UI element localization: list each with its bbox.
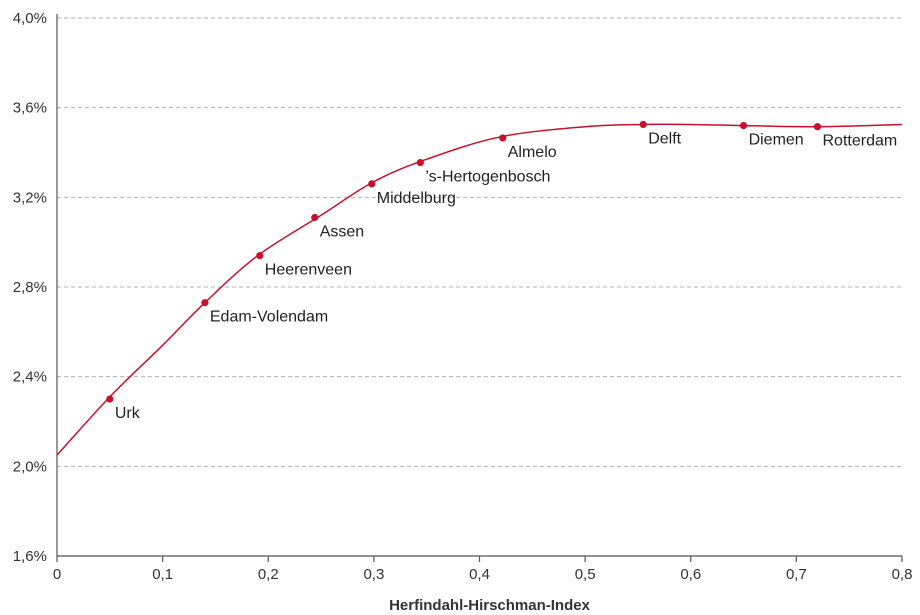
gridlines	[57, 17, 902, 467]
x-tick-labels: 0 0,1 0,2 0,3 0,4 0,5 0,6 0,7 0,8	[53, 566, 913, 583]
axes	[56, 14, 903, 562]
data-point	[639, 120, 647, 129]
data-point-label: Edam-Volendam	[210, 309, 328, 326]
data-points	[106, 120, 822, 403]
x-tick-label: 0,7	[786, 566, 807, 583]
x-tick-label: 0,4	[469, 566, 490, 583]
data-point	[311, 213, 319, 222]
data-point	[256, 252, 264, 260]
data-point-label: Almelo	[508, 144, 557, 161]
data-point-label: Heerenveen	[265, 262, 352, 279]
y-tick-label: 2,8%	[13, 279, 47, 296]
y-tick-label: 3,2%	[13, 189, 47, 206]
data-point-label: Delft	[648, 130, 681, 147]
y-tick-label: 2,4%	[13, 369, 47, 386]
fitted-curve	[56, 123, 903, 456]
point-labels: Urk Edam-Volendam Heerenveen Assen Middelbur…	[115, 130, 897, 422]
data-point	[106, 395, 114, 403]
data-point	[813, 123, 822, 131]
x-axis-label: Herfindahl-Hirschman-Index	[389, 597, 591, 614]
y-tick-labels: 1,6% 2,0% 2,4% 2,8% 3,2% 3,6% 4,0%	[13, 10, 47, 565]
y-tick-label: 3,6%	[13, 100, 47, 117]
y-tick-label: 4,0%	[13, 10, 47, 27]
y-tick-label: 1,6%	[13, 548, 47, 565]
data-point	[416, 158, 424, 167]
x-tick-label: 0,6	[680, 566, 701, 583]
x-tick-label: 0,1	[152, 566, 173, 583]
data-point-label: ’s-Hertogenbosch	[425, 169, 550, 186]
x-tick-label: 0,8	[892, 566, 913, 583]
data-point	[499, 134, 507, 142]
data-point-label: Middelburg	[377, 190, 456, 207]
y-tick-label: 2,0%	[13, 458, 47, 475]
data-point	[368, 180, 376, 188]
x-tick-label: 0,5	[575, 566, 596, 583]
data-point-label: Diemen	[749, 132, 804, 149]
x-tick-label: 0	[53, 566, 61, 583]
data-point-label: Rotterdam	[823, 133, 898, 150]
x-tick-label: 0,2	[258, 566, 279, 583]
data-point	[739, 122, 748, 130]
data-point	[201, 299, 209, 307]
data-point-label: Assen	[320, 224, 364, 241]
data-point-label: Urk	[115, 405, 141, 422]
x-tick-label: 0,3	[363, 566, 384, 583]
